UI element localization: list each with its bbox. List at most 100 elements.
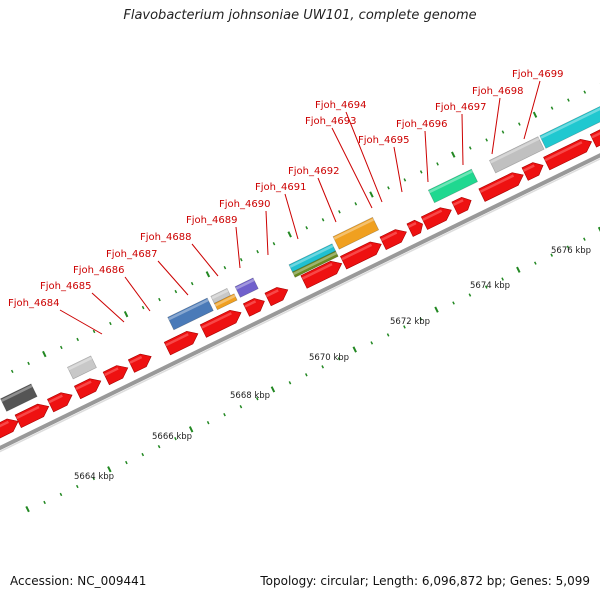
tick-bottom-27	[468, 293, 472, 297]
tick-top-31	[468, 146, 472, 150]
gene-arrow-10	[300, 260, 343, 289]
gene-highlight-19	[591, 131, 600, 139]
gene-highlight-5	[129, 355, 143, 364]
tick-bottom-24	[419, 317, 423, 321]
tick-top-19	[272, 242, 276, 246]
tick-bottom-20	[352, 346, 357, 353]
feature-box-10	[489, 136, 545, 174]
tick-bottom-2	[59, 492, 63, 497]
tick-top-21	[305, 226, 309, 230]
gene-label-fjoh-4698: Fjoh_4698	[472, 86, 523, 97]
tick-top-6	[59, 345, 63, 350]
feature-sheen-8	[333, 218, 375, 240]
feature-box-11	[539, 106, 600, 149]
tick-top-3	[10, 369, 14, 374]
tick-bottom-8	[157, 444, 161, 449]
gene-highlight-14	[422, 209, 443, 221]
gene-highlight-12	[380, 231, 398, 242]
gene-highlight-16	[479, 174, 515, 193]
tick-top-20	[287, 231, 292, 238]
feature-sheen-0	[0, 384, 33, 402]
gene-label-fjoh-4692: Fjoh_4692	[288, 166, 339, 177]
gene-highlight-18	[544, 141, 583, 162]
gene-label-fjoh-4697: Fjoh_4697	[435, 102, 486, 113]
leader-line-2	[124, 276, 151, 312]
gene-highlight-0	[0, 420, 9, 428]
gene-highlight-3	[75, 380, 92, 391]
gene-highlight-6	[165, 333, 189, 347]
leader-line-14	[491, 97, 501, 155]
tick-top-18	[256, 250, 259, 254]
leader-line-0	[59, 309, 103, 335]
gene-arrow-1	[14, 403, 50, 429]
tick-top-28	[419, 170, 423, 174]
tick-top-24	[354, 202, 358, 206]
gene-highlight-8	[244, 300, 257, 308]
leader-line-1	[91, 292, 125, 323]
tick-top-5	[42, 350, 47, 358]
backbone-line	[0, 153, 600, 451]
feature-sheen-1	[67, 356, 93, 371]
tick-bottom-4	[92, 476, 95, 481]
feature-sheen-3	[211, 289, 229, 300]
gene-highlight-15	[452, 199, 464, 207]
leader-line-4	[191, 243, 219, 277]
gene-label-fjoh-4696: Fjoh_4696	[396, 119, 447, 130]
tick-top-25	[369, 191, 374, 198]
feature-box-7	[292, 250, 339, 278]
leader-line-11	[393, 146, 403, 193]
genome-backbone	[0, 153, 600, 453]
tick-top-33	[501, 130, 505, 134]
leader-line-10	[345, 111, 383, 203]
tick-bottom-11	[206, 421, 210, 425]
tick-bottom-7	[141, 452, 145, 457]
gene-highlight-4	[104, 367, 119, 377]
backbone-shadow	[0, 158, 600, 453]
tick-bottom-28	[484, 285, 488, 289]
gene-highlight-1	[15, 405, 40, 420]
leader-line-9	[331, 127, 373, 209]
tick-bottom-5	[107, 466, 112, 473]
gene-label-fjoh-4689: Fjoh_4689	[186, 215, 237, 226]
tick-bottom-29	[501, 277, 504, 281]
tick-top-37	[567, 98, 570, 102]
tick-bottom-22	[386, 333, 390, 337]
gene-arrow-11	[340, 241, 382, 270]
leader-line-6	[265, 210, 269, 256]
tick-top-36	[550, 106, 554, 110]
tick-bottom-26	[452, 301, 455, 305]
ruler-label-5666: 5666 kbp	[152, 432, 192, 442]
label-leaders	[59, 80, 541, 335]
leader-line-3	[157, 260, 189, 296]
tick-bottom-9	[174, 436, 177, 441]
feature-sheen-4	[214, 294, 236, 307]
feature-sheen-6	[289, 244, 334, 268]
tick-top-4	[27, 361, 30, 366]
tick-bottom-1	[43, 500, 46, 505]
gene-highlight-7	[201, 312, 232, 329]
tick-top-13	[174, 289, 178, 294]
feature-box-5	[234, 277, 259, 298]
gene-arrow-5	[127, 353, 152, 373]
gene-label-fjoh-4693: Fjoh_4693	[305, 116, 356, 127]
tick-bottom-35	[597, 226, 600, 232]
feature-sheen-9	[428, 170, 473, 194]
feature-sheen-10	[489, 137, 540, 164]
leader-line-12	[424, 130, 429, 183]
gene-label-fjoh-4687: Fjoh_4687	[106, 249, 157, 260]
accession-text: Accession: NC_009441	[10, 574, 147, 588]
gene-label-fjoh-4695: Fjoh_4695	[358, 135, 409, 146]
tick-top-8	[92, 329, 96, 334]
feature-box-0	[0, 383, 38, 412]
tick-bottom-25	[434, 306, 439, 313]
gene-track	[0, 129, 600, 439]
gene-highlight-11	[341, 243, 373, 261]
ruler-labels: 5664 kbp 5666 kbp 5668 kbp 5670 kbp 5672…	[74, 246, 591, 482]
gene-highlight-13	[407, 222, 417, 228]
ruler-label-5670: 5670 kbp	[309, 353, 349, 363]
feature-box-9	[427, 168, 478, 204]
tick-bottom-17	[304, 373, 308, 377]
tick-bottom-14	[255, 397, 259, 401]
ruler-label-5672: 5672 kbp	[390, 317, 430, 327]
